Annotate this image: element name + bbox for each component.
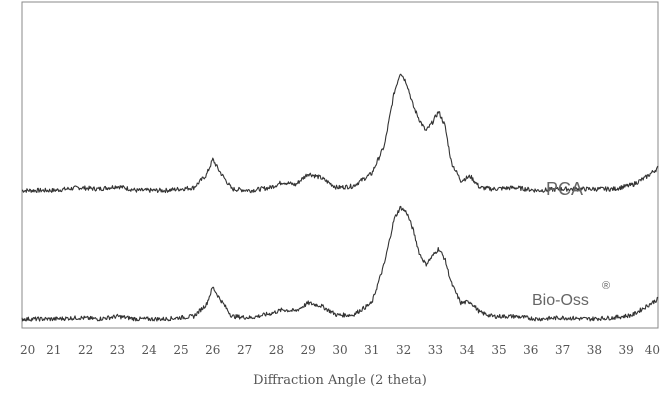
x-tick-label-20: 20 <box>20 343 35 357</box>
plot-frame <box>21 1 659 329</box>
x-tick-label-28: 28 <box>269 343 284 357</box>
x-tick-label-22: 22 <box>78 343 93 357</box>
registered-mark: ® <box>602 280 610 292</box>
x-tick-label-32: 32 <box>396 343 411 357</box>
x-tick-label-25: 25 <box>173 343 188 357</box>
x-tick-label-40: 40 <box>645 343 660 357</box>
x-tick-label-26: 26 <box>205 343 220 357</box>
series-layer <box>21 73 659 322</box>
x-tick-label-39: 39 <box>619 343 634 357</box>
x-tick-label-34: 34 <box>460 343 476 357</box>
series-label-pca: PCA <box>546 179 583 199</box>
x-tick-label-21: 21 <box>46 343 61 357</box>
x-tick-label-27: 27 <box>237 343 252 357</box>
x-tick-label-23: 23 <box>110 343 125 357</box>
x-tick-label-29: 29 <box>301 343 316 357</box>
x-tick-labels: 20 21 22 23 24 25 26 27 28 29 30 31 32 33 34 35 36 37 38 39… <box>20 343 660 357</box>
x-tick-label-24: 24 <box>142 343 158 357</box>
x-tick-label-37: 37 <box>555 343 570 357</box>
x-tick-label-30: 30 <box>332 343 347 357</box>
series-line-pca <box>21 73 659 194</box>
x-tick-label-36: 36 <box>523 343 538 357</box>
series-label-bio-oss: Bio-Oss <box>532 292 589 309</box>
x-tick-label-35: 35 <box>491 343 506 357</box>
x-axis-label: Diffraction Angle (2 theta) <box>253 373 427 388</box>
x-tick-label-33: 33 <box>428 343 443 357</box>
x-tick-label-38: 38 <box>587 343 602 357</box>
series-line-bio-oss <box>21 205 659 322</box>
x-tick-label-31: 31 <box>364 343 379 357</box>
